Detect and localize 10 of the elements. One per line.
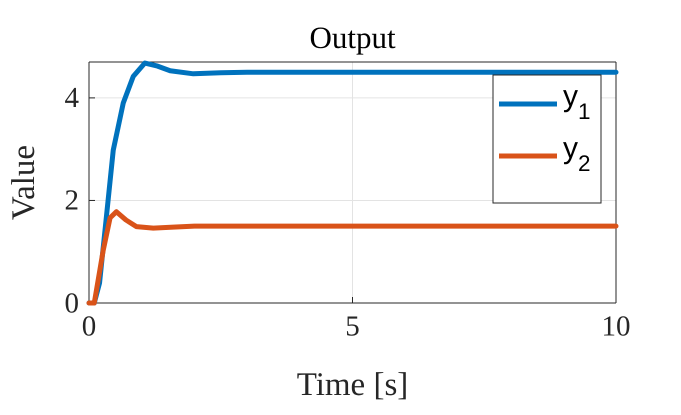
y-tick-label: 2 <box>64 184 79 217</box>
x-tick-label: 5 <box>345 310 360 343</box>
legend-label: y$_{1}$ <box>563 80 591 124</box>
chart-title: Output <box>309 20 396 55</box>
y-tick-label: 4 <box>64 82 80 114</box>
y-tick-label: 0 <box>64 287 79 320</box>
x-tick-label: 10 <box>602 310 630 343</box>
x-axis-title: Time [s] <box>296 367 408 403</box>
y-axis-title: Value <box>6 144 42 220</box>
legend-label: y$_{2}$ <box>563 132 591 176</box>
